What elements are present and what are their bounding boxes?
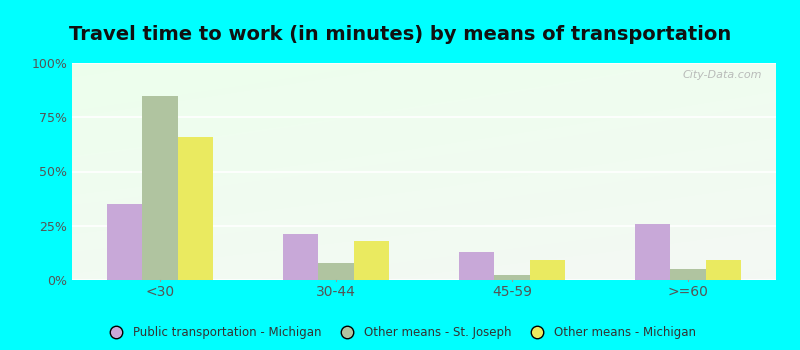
Text: City-Data.com: City-Data.com (682, 70, 762, 79)
Bar (635, 224, 670, 280)
Text: Travel time to work (in minutes) by means of transportation: Travel time to work (in minutes) by mean… (69, 25, 731, 43)
Bar (142, 96, 178, 280)
Bar (670, 269, 706, 280)
Bar (494, 274, 530, 280)
Bar (459, 252, 494, 280)
Legend: Public transportation - Michigan, Other means - St. Joseph, Other means - Michig: Public transportation - Michigan, Other … (100, 322, 700, 344)
Bar (107, 204, 142, 280)
Bar (318, 262, 354, 280)
Bar (354, 241, 389, 280)
Bar (178, 137, 213, 280)
Bar (530, 260, 565, 280)
Bar (283, 234, 318, 280)
Bar (706, 260, 741, 280)
